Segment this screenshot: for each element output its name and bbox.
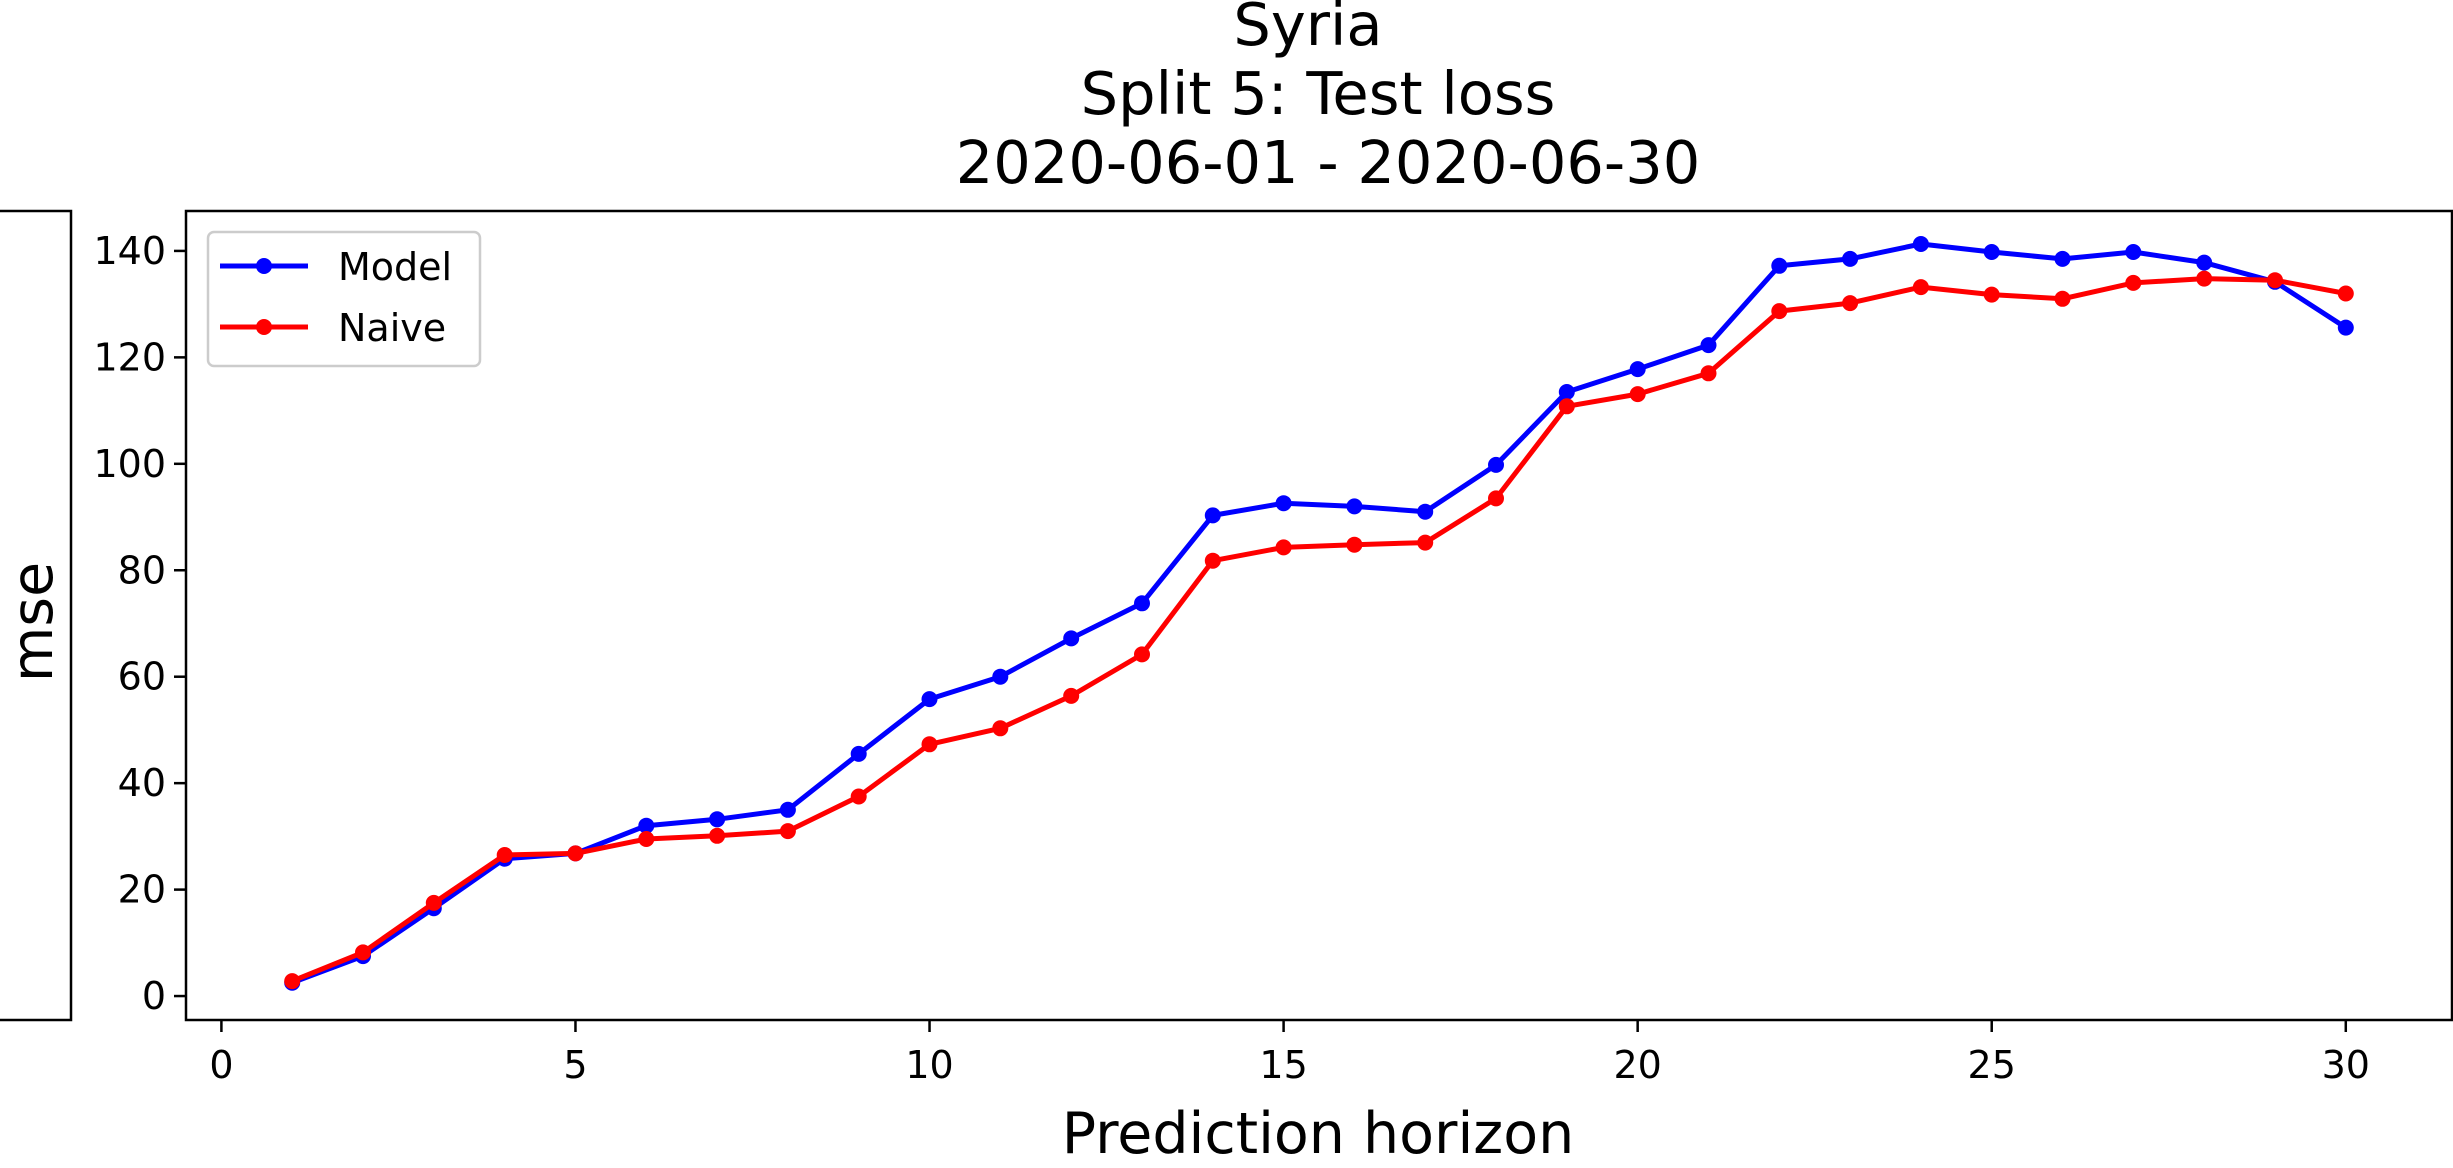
data-point-model: [1204, 507, 1221, 524]
y-tick-label: 100: [93, 442, 166, 486]
data-point-naive: [1700, 365, 1717, 382]
series-line-naive: [289, 276, 2349, 984]
x-tick-label: 15: [1259, 1043, 1307, 1087]
series-model: [284, 236, 2354, 991]
data-point-naive: [1842, 295, 1859, 312]
data-point-model: [2196, 254, 2213, 271]
data-point-naive: [284, 973, 301, 990]
data-point-naive: [779, 823, 796, 840]
data-point-model: [1700, 337, 1717, 354]
plot-area-frame: [184, 209, 2453, 1022]
data-point-model: [2337, 319, 2354, 336]
data-point-model: [709, 811, 726, 828]
data-point-model: [1912, 236, 1929, 252]
data-point-naive: [1488, 490, 1504, 507]
data-point-naive: [2125, 274, 2142, 291]
data-point-model: [1558, 384, 1575, 400]
data-point-naive: [2196, 270, 2213, 287]
y-tick-label: 20: [118, 868, 166, 912]
data-point-naive: [1346, 536, 1363, 553]
data-point-naive: [1912, 279, 1929, 296]
y-tick-label: 140: [93, 229, 166, 273]
legend: Model Naive: [206, 230, 482, 368]
y-axis-ticks: 0 20 40 60 80 100 120 140: [93, 229, 186, 1018]
data-point-model: [992, 668, 1009, 685]
data-point-model: [1629, 361, 1646, 378]
chart-title-line-3: 2020-06-01 - 2020-06-30: [956, 128, 1701, 197]
y-tick-label: 40: [118, 761, 166, 805]
y-tick-label: 0: [142, 974, 166, 1018]
legend-entry-naive: Naive: [220, 306, 446, 350]
data-point-model: [1346, 498, 1363, 515]
data-point-model: [1134, 595, 1150, 612]
data-point-model: [1771, 257, 1788, 274]
x-tick-label: 30: [2322, 1043, 2370, 1087]
chart-title-line-1: Syria: [1233, 0, 1382, 59]
data-point-model: [1063, 630, 1080, 647]
data-point-naive: [1204, 552, 1221, 569]
secondary-axes-frame: [0, 209, 73, 1022]
data-point-model: [779, 801, 796, 818]
data-point-model: [2054, 250, 2071, 267]
data-point-model: [1275, 495, 1292, 512]
data-point-model: [638, 817, 655, 834]
legend-marker-naive: [256, 319, 272, 335]
data-point-model: [850, 745, 867, 762]
series-line-model: [289, 241, 2349, 986]
x-tick-label: 0: [209, 1043, 233, 1087]
legend-entry-model: Model: [220, 245, 452, 289]
data-point-naive: [1629, 386, 1646, 403]
legend-label-model: Model: [338, 245, 452, 289]
data-point-naive: [1063, 687, 1080, 704]
data-point-model: [1488, 456, 1504, 473]
data-point-model: [921, 691, 938, 708]
y-axis-label: mse: [0, 562, 66, 682]
data-point-naive: [850, 788, 867, 805]
data-point-naive: [496, 847, 513, 863]
chart-title-line-2: Split 5: Test loss: [1081, 59, 1556, 128]
data-point-model: [1983, 244, 2000, 260]
data-point-naive: [638, 831, 655, 847]
data-point-naive: [355, 944, 371, 961]
data-point-model: [1842, 250, 1859, 267]
data-point-naive: [1771, 303, 1788, 320]
plot-series: [284, 236, 2354, 991]
data-point-naive: [1558, 398, 1575, 415]
x-tick-label: 10: [905, 1043, 953, 1087]
series-naive: [284, 270, 2354, 990]
x-tick-label: 25: [1968, 1043, 2016, 1087]
legend-label-naive: Naive: [338, 306, 446, 350]
data-point-naive: [2337, 285, 2354, 302]
data-point-model: [2125, 244, 2142, 260]
data-point-model: [1417, 503, 1434, 520]
data-point-naive: [992, 720, 1009, 737]
data-point-naive: [1417, 534, 1434, 551]
x-axis-label: Prediction horizon: [1062, 1101, 1574, 1167]
data-point-naive: [1983, 286, 2000, 303]
y-tick-label: 120: [93, 335, 166, 379]
data-point-naive: [2054, 290, 2071, 307]
data-point-naive: [921, 736, 938, 753]
legend-marker-model: [256, 258, 272, 274]
data-point-naive: [709, 827, 726, 844]
data-point-naive: [567, 845, 584, 862]
x-tick-label: 5: [563, 1043, 587, 1087]
data-point-naive: [1275, 539, 1292, 556]
data-point-naive: [1134, 646, 1150, 663]
chart-title: Syria Split 5: Test loss 2020-06-01 - 20…: [956, 0, 1701, 197]
data-point-naive: [2267, 272, 2283, 289]
x-tick-label: 20: [1613, 1043, 1661, 1087]
y-tick-label: 60: [118, 655, 166, 699]
data-point-naive: [425, 894, 442, 911]
x-axis-ticks: 0 5 10 15 20 25 30: [209, 1020, 2370, 1087]
y-tick-label: 80: [118, 548, 166, 592]
